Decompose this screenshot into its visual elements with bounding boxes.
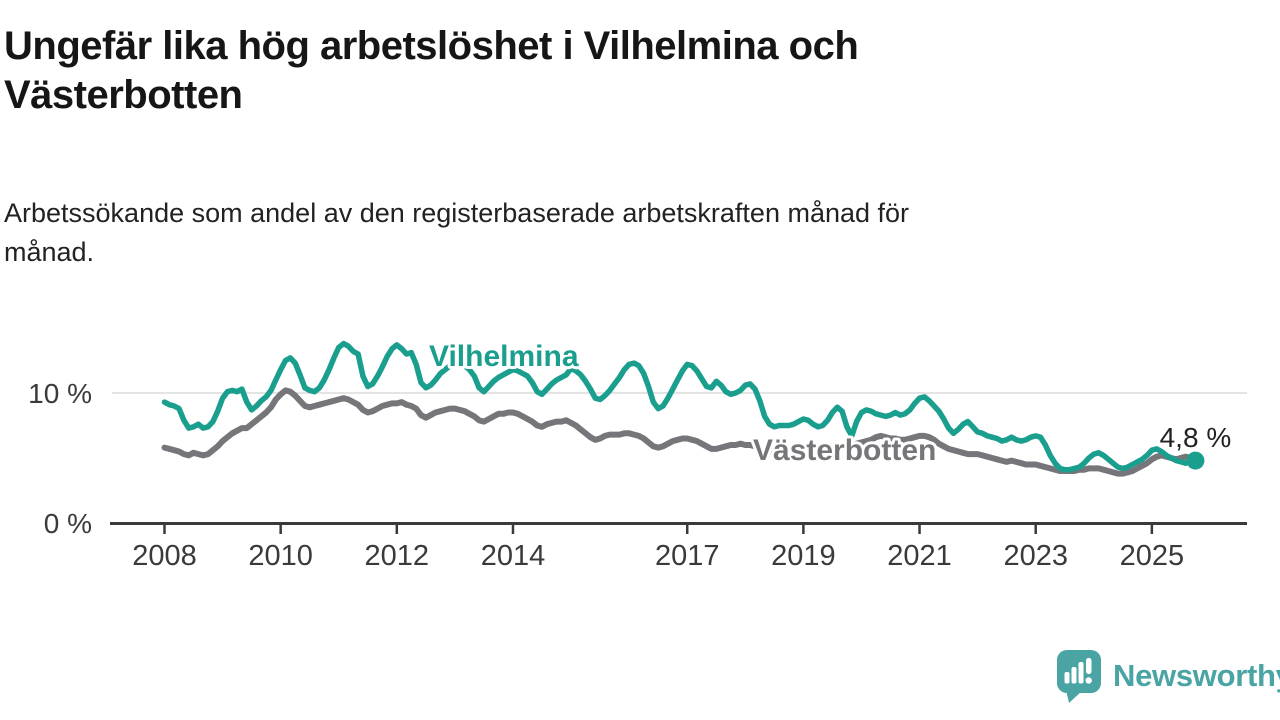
x-tick-label: 2021 [887,540,952,572]
chart-subtitle-line-2: månad. [4,237,95,267]
series-line-vilhelmina [161,340,1199,473]
page-title: Ungefär lika hög arbetslöshet i Vilhelmi… [4,22,1154,120]
end-value-label: 4,8 % [1160,422,1232,453]
x-tick-label: 2012 [365,540,430,572]
newsworthy-logo-icon [1057,650,1101,703]
page-title-line-1: Ungefär lika hög arbetslöshet i Vilhelmi… [4,24,859,68]
y-tick-label: 10 % [28,378,92,409]
chart-subtitle: Arbetssökande som andel av den registerb… [4,194,1184,272]
y-tick-label: 0 % [44,508,92,539]
x-tick-label: 2017 [655,540,720,572]
logo-exclamation-dot [1085,677,1092,684]
x-tick-label: 2025 [1120,540,1185,572]
series-label-vsterbotten: Västerbotten [753,434,936,467]
logo-exclamation-bar [1086,658,1092,674]
logo-bar-1 [1064,672,1070,684]
x-tick-label: 2023 [1003,540,1068,572]
logo-bar-2 [1071,667,1077,684]
logo-bubble-tail [1066,690,1083,703]
x-tick-label: 2019 [771,540,836,572]
page-title-line-2: Västerbotten [4,73,243,117]
x-tick-label: 2008 [132,540,197,572]
series-endpoint-dot [1186,451,1205,470]
chart-subtitle-line-1: Arbetssökande som andel av den registerb… [4,198,910,228]
x-tick-label: 2010 [248,540,313,572]
logo-bar-3 [1078,662,1084,684]
branding: Newsworthy [1056,648,1280,703]
series-label-vilhelmina: Vilhelmina [429,340,579,373]
brand-name: Newsworthy [1113,657,1280,693]
series-line-vsterbotten [161,387,1199,477]
x-tick-label: 2014 [481,540,546,572]
